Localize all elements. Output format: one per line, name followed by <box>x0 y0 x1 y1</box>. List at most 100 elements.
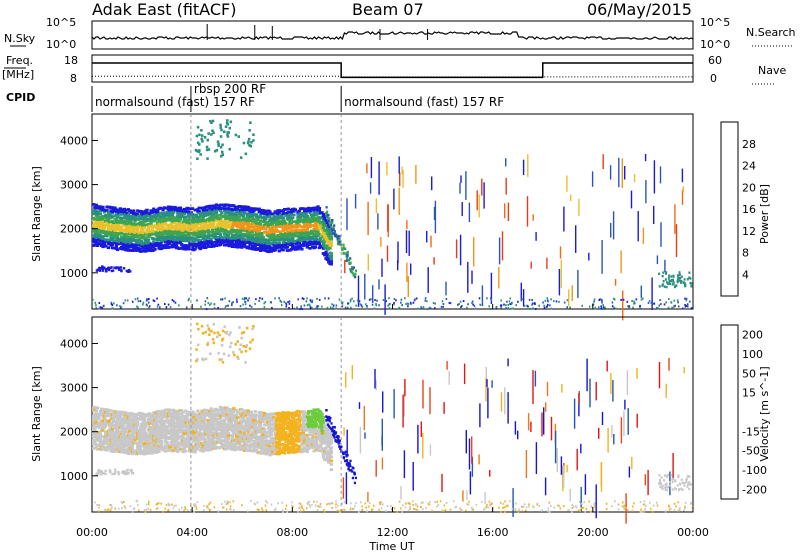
data-cell <box>196 208 200 211</box>
data-cell <box>242 234 247 238</box>
data-cell <box>349 261 352 265</box>
data-cell <box>424 299 427 302</box>
data-cell <box>292 438 296 441</box>
data-cell <box>342 252 345 255</box>
data-cell <box>246 217 251 221</box>
data-cell <box>92 237 96 240</box>
data-cell <box>172 430 176 434</box>
data-cell <box>154 215 159 219</box>
data-cell <box>142 242 147 246</box>
data-cell <box>293 208 297 212</box>
data-cell <box>248 223 252 226</box>
data-cell <box>232 301 234 304</box>
data-cell <box>164 446 168 449</box>
data-cell <box>197 206 201 210</box>
data-cell <box>176 209 180 212</box>
data-cell <box>665 285 668 289</box>
data-cell <box>237 426 241 430</box>
data-cell <box>174 428 179 432</box>
data-cell <box>426 231 428 243</box>
data-cell <box>674 285 676 289</box>
data-cell <box>192 229 196 233</box>
data-cell <box>132 213 136 217</box>
power-colorbar-label: Power [dB] <box>758 184 771 244</box>
data-cell <box>601 299 603 302</box>
data-cell <box>138 445 142 448</box>
data-cell <box>275 420 279 423</box>
data-cell <box>125 450 129 454</box>
data-cell <box>236 223 240 227</box>
data-cell <box>319 224 323 228</box>
data-cell <box>509 297 511 300</box>
data-cell <box>224 437 228 440</box>
data-cell <box>343 247 346 250</box>
data-cell <box>114 218 118 222</box>
data-cell <box>367 201 369 236</box>
data-cell <box>146 417 151 421</box>
data-cell <box>138 428 142 432</box>
data-cell <box>187 299 190 302</box>
data-cell <box>246 417 251 421</box>
data-cell <box>301 212 305 215</box>
data-cell <box>185 306 188 309</box>
data-cell <box>214 430 219 434</box>
data-cell <box>226 417 231 421</box>
data-cell <box>433 257 435 265</box>
data-cell <box>341 248 344 251</box>
data-cell <box>178 420 183 423</box>
data-cell <box>116 236 120 240</box>
data-cell <box>288 300 291 303</box>
data-cell <box>113 302 115 305</box>
data-cell <box>471 270 473 284</box>
data-cell <box>246 141 250 145</box>
data-cell <box>180 441 184 445</box>
data-cell <box>218 209 223 213</box>
data-cell <box>120 269 123 273</box>
data-cell <box>93 240 97 244</box>
data-cell <box>280 225 284 228</box>
data-cell <box>244 413 248 417</box>
data-cell <box>182 224 187 228</box>
data-cell <box>160 444 164 448</box>
data-cell <box>291 226 295 229</box>
data-cell <box>268 426 272 429</box>
data-cell <box>174 241 179 244</box>
data-cell <box>180 418 184 422</box>
data-cell <box>330 225 333 228</box>
data-cell <box>201 235 205 239</box>
freq-series <box>92 62 693 79</box>
data-cell <box>165 430 169 434</box>
data-cell <box>321 305 323 308</box>
data-cell <box>331 221 334 224</box>
data-cell <box>546 297 549 300</box>
data-cell <box>406 302 409 305</box>
colorbar-tick-label: 8 <box>742 247 749 260</box>
data-cell <box>204 438 208 442</box>
data-cell <box>197 210 201 213</box>
data-cell <box>174 243 179 247</box>
data-cell <box>301 308 303 310</box>
data-cell <box>311 242 315 246</box>
data-cell <box>317 241 321 244</box>
data-cell <box>101 269 104 272</box>
data-cell <box>532 307 534 310</box>
data-cell <box>511 301 513 304</box>
data-cell <box>178 230 183 234</box>
data-cell <box>277 211 281 215</box>
data-cell <box>165 306 168 309</box>
data-cell <box>97 228 101 231</box>
data-cell <box>650 301 653 304</box>
data-cell <box>610 223 612 238</box>
data-cell <box>112 221 116 224</box>
data-cell <box>349 257 352 260</box>
data-cell <box>132 449 136 453</box>
data-cell <box>365 303 367 306</box>
data-cell <box>315 242 319 246</box>
data-cell <box>157 415 161 419</box>
data-cell <box>137 238 141 242</box>
data-cell <box>678 273 681 276</box>
data-cell <box>321 212 325 216</box>
data-cell <box>192 244 196 247</box>
data-cell <box>106 214 110 218</box>
data-cell <box>428 306 431 309</box>
